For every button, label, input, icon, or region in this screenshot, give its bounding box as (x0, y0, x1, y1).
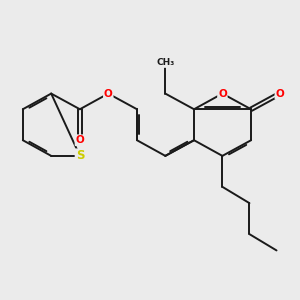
Text: CH₃: CH₃ (156, 58, 175, 67)
Text: O: O (76, 135, 84, 145)
Text: O: O (275, 88, 284, 99)
Text: O: O (218, 88, 227, 99)
Text: O: O (104, 88, 112, 99)
Text: S: S (76, 149, 84, 162)
